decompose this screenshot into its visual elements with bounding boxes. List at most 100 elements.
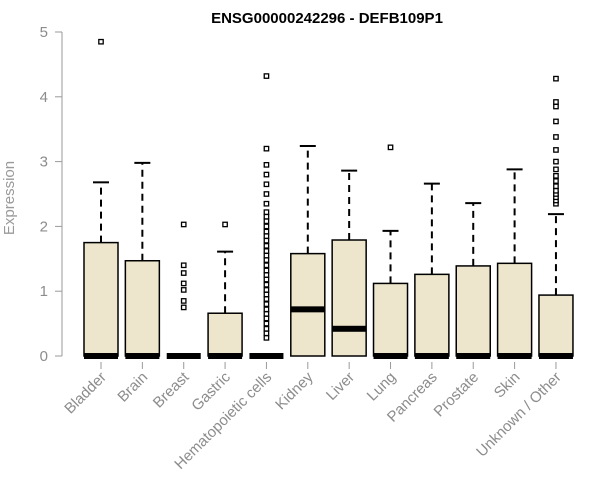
- iqr-box: [538, 294, 574, 357]
- outlier-point: [263, 315, 270, 322]
- outlier-point: [180, 298, 187, 304]
- box-bladder: [83, 38, 119, 359]
- iqr-box: [331, 239, 367, 357]
- outlier-point: [98, 38, 104, 45]
- outlier-point: [263, 287, 270, 293]
- outlier-point: [263, 242, 270, 249]
- x-tick-label: Lung: [364, 369, 400, 405]
- outlier-point: [263, 257, 270, 263]
- iqr-box: [414, 273, 450, 357]
- y-axis-ticks: 0 1 2 3 4 5: [40, 24, 62, 365]
- x-tick-label: Liver: [323, 369, 358, 404]
- chart-title: ENSG00000242296 - DEFB109P1: [211, 10, 443, 27]
- outlier-point: [263, 200, 270, 207]
- outlier-point: [553, 187, 559, 194]
- median-bar: [84, 353, 118, 359]
- box-breast: [166, 221, 201, 359]
- median-bar: [249, 353, 284, 359]
- box-gastric: [207, 221, 243, 359]
- outlier-point: [263, 73, 270, 79]
- outlier-point: [180, 270, 187, 276]
- x-tick-label: Brain: [114, 369, 151, 406]
- outlier-point: [553, 103, 559, 110]
- outlier-point: [553, 147, 559, 153]
- outlier-point: [180, 287, 187, 293]
- outlier-point: [263, 262, 270, 269]
- outlier-point: [263, 330, 270, 337]
- iqr-box: [290, 252, 326, 357]
- outlier-point: [553, 178, 559, 184]
- iqr-box: [496, 262, 533, 357]
- box-pancreas: [414, 182, 450, 359]
- outlier-point: [263, 252, 270, 259]
- x-tick-label: Bladder: [61, 369, 110, 418]
- outlier-point: [263, 171, 270, 178]
- median-bar: [166, 353, 201, 359]
- median-bar: [538, 353, 573, 359]
- outlier-point: [263, 272, 270, 278]
- outlier-point: [263, 145, 270, 152]
- outlier-point: [553, 118, 559, 125]
- outlier-point: [263, 296, 270, 302]
- median-bar: [414, 353, 449, 359]
- boxplot-series: [83, 38, 574, 359]
- box-lung: [372, 144, 409, 359]
- iqr-box: [207, 312, 243, 357]
- x-tick-label: Kidney: [272, 368, 317, 413]
- y-tick-label: 3: [40, 154, 48, 171]
- outlier-point: [263, 301, 270, 308]
- y-tick-label: 0: [40, 348, 48, 365]
- outlier-point: [180, 304, 187, 311]
- outlier-point: [263, 181, 270, 188]
- outlier-point: [263, 209, 270, 215]
- box-hematopoietic-cells: [249, 73, 284, 359]
- median-bar: [332, 325, 367, 332]
- outlier-point: [180, 221, 187, 228]
- box-liver: [331, 169, 367, 357]
- box-prostate: [455, 202, 491, 359]
- median-bar: [456, 353, 491, 359]
- outlier-point: [222, 221, 228, 228]
- outlier-point: [263, 291, 270, 298]
- outlier-point: [263, 248, 270, 254]
- y-tick-label: 4: [40, 89, 48, 106]
- median-bar: [373, 353, 408, 359]
- outlier-point: [263, 191, 270, 197]
- outlier-point: [263, 335, 270, 341]
- y-tick-label: 1: [40, 283, 48, 300]
- iqr-box: [455, 265, 491, 357]
- outlier-point: [263, 213, 270, 220]
- outlier-point: [263, 281, 270, 288]
- y-tick-label: 2: [40, 218, 48, 235]
- x-tick-label: Skin: [491, 369, 524, 402]
- iqr-box: [83, 241, 119, 357]
- outlier-point: [180, 262, 187, 269]
- outlier-point: [263, 320, 270, 327]
- outlier-point: [553, 75, 559, 82]
- outlier-point: [263, 276, 270, 283]
- outlier-point: [553, 99, 559, 105]
- x-tick-label: Prostate: [431, 369, 483, 421]
- box-skin: [496, 168, 533, 359]
- outlier-point: [263, 325, 270, 332]
- median-bar: [208, 353, 243, 359]
- outlier-point: [263, 161, 270, 168]
- outlier-point: [553, 166, 559, 173]
- outlier-point: [263, 311, 270, 317]
- y-tick-label: 5: [40, 24, 48, 41]
- outlier-point: [263, 306, 270, 313]
- median-bar: [125, 353, 160, 359]
- median-bar: [497, 353, 532, 359]
- box-unknown-other: [538, 75, 574, 359]
- outlier-point: [263, 267, 270, 274]
- median-bar: [290, 306, 325, 313]
- box-brain: [124, 161, 161, 359]
- outlier-point: [553, 183, 559, 190]
- outlier-point: [553, 173, 559, 179]
- outlier-point: [263, 218, 270, 225]
- outlier-point: [553, 158, 559, 165]
- iqr-box: [372, 282, 409, 357]
- x-tick-label: Breast: [150, 368, 193, 411]
- box-kidney: [290, 145, 326, 357]
